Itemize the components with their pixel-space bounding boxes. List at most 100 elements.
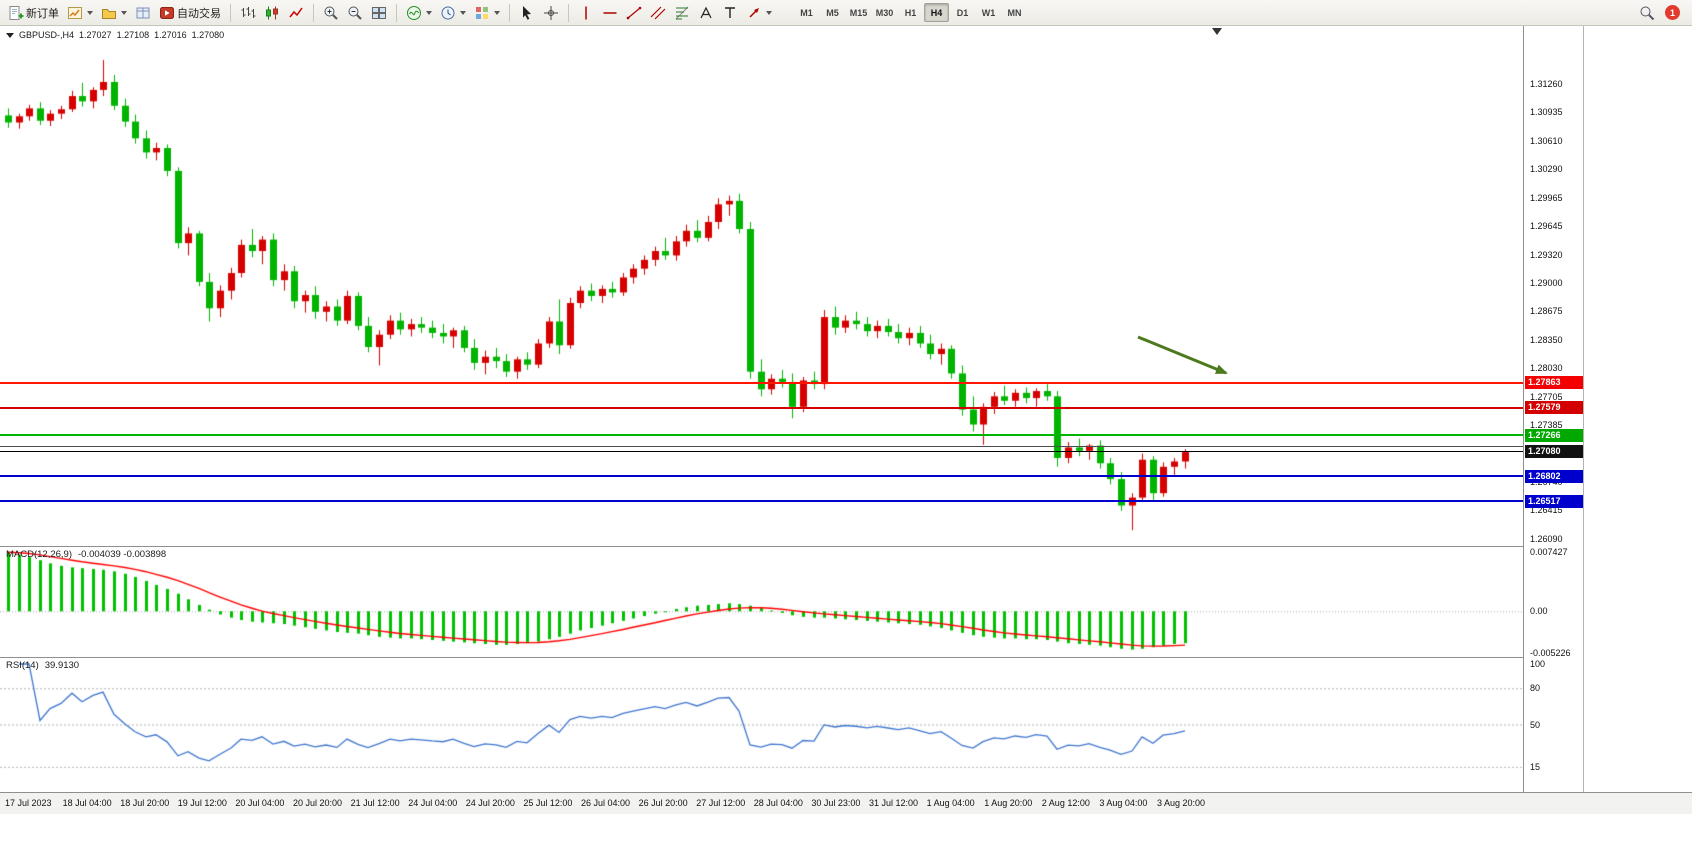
time-axis-label: 1 Aug 04:00: [926, 798, 975, 808]
rsi-axis-label: 80: [1530, 683, 1541, 694]
zoom-in-icon: [324, 6, 338, 20]
autotrading-label: 自动交易: [177, 7, 221, 20]
candlestick-canvas[interactable]: [0, 26, 1523, 546]
text-label-icon: [725, 6, 735, 18]
crosshair-button[interactable]: [539, 2, 563, 24]
price-level-line[interactable]: [0, 451, 1523, 453]
line-chart-icon: [289, 7, 303, 17]
data-window-button[interactable]: [131, 2, 155, 24]
price-level-line[interactable]: [0, 434, 1523, 437]
line-chart-button[interactable]: [284, 2, 308, 24]
time-axis-label: 28 Jul 04:00: [753, 798, 803, 808]
price-axis[interactable]: 1.31260 1.30935 1.30610 1.30290 1.29965 1.296…: [1523, 26, 1583, 792]
new-chart-button[interactable]: [63, 2, 97, 24]
macd-canvas[interactable]: [0, 547, 1523, 657]
rsi-value: 39.9130: [44, 660, 80, 671]
rsi-axis-label: 50: [1530, 719, 1541, 730]
dropdown-caret: [494, 10, 500, 15]
price-level-line[interactable]: [0, 475, 1523, 478]
quote-high: 1.27108: [116, 30, 150, 40]
horizontal-line-button[interactable]: [598, 2, 622, 24]
price-tag: 1.26517: [1525, 494, 1583, 508]
timeframe-m15-button[interactable]: M15: [849, 7, 868, 18]
timeframe-m1-button[interactable]: M1: [800, 7, 813, 18]
rsi-canvas[interactable]: [0, 658, 1523, 791]
autotrading-button[interactable]: 自动交易: [155, 2, 225, 24]
templates-button[interactable]: [470, 2, 504, 24]
profiles-icon: [102, 8, 116, 19]
search-button[interactable]: [1635, 2, 1659, 24]
macd-axis-label: 0.007427: [1530, 547, 1568, 557]
vertical-line-button[interactable]: [574, 2, 598, 24]
price-axis-label: 1.30935: [1530, 107, 1563, 118]
time-axis-label: 3 Aug 04:00: [1099, 798, 1148, 808]
price-level-line[interactable]: [0, 381, 1523, 384]
time-axis[interactable]: 17 Jul 2023 18 Jul 04:00 18 Jul 20:00 19 Ju…: [0, 792, 1692, 814]
price-axis-label: 1.28030: [1530, 363, 1563, 374]
time-axis-label: 20 Jul 04:00: [235, 798, 285, 808]
zoom-in-button[interactable]: [319, 2, 343, 24]
timeframe-group: M1 M5 M15 M30 H1 H4 D1 W1 MN: [794, 3, 1027, 22]
trendline-icon: [626, 6, 642, 19]
trendline-button[interactable]: [622, 2, 646, 24]
time-axis-label: 26 Jul 20:00: [638, 798, 688, 808]
bar-chart-icon: [241, 6, 256, 18]
chart-symbol-header: GBPUSD-,H4 1.27027 1.27108 1.27016 1.270…: [6, 30, 229, 40]
rsi-axis-label: 15: [1530, 761, 1541, 772]
channel-button[interactable]: [646, 2, 670, 24]
time-axis-label: 3 Aug 20:00: [1157, 798, 1206, 808]
time-axis-label: 30 Jul 23:00: [811, 798, 861, 808]
periods-button[interactable]: [436, 2, 470, 24]
price-axis-label: 1.29000: [1530, 277, 1563, 288]
text-label-button[interactable]: [718, 2, 742, 24]
tile-windows-button[interactable]: [367, 2, 391, 24]
timeframe-w1-button[interactable]: W1: [981, 7, 996, 18]
window-right-border: [1583, 26, 1584, 813]
quote-close: 1.27080: [191, 30, 225, 40]
horizontal-lines-layer: [0, 26, 1523, 546]
panel-divider[interactable]: [0, 546, 1583, 547]
data-window-icon: [136, 7, 150, 18]
quote-low: 1.27016: [154, 30, 187, 40]
symbol-label: GBPUSD-,H4: [19, 30, 75, 40]
candlestick-chart-button[interactable]: [260, 2, 284, 24]
new-order-button[interactable]: 新订单: [4, 2, 63, 24]
panel-divider[interactable]: [0, 657, 1583, 658]
arrows-icon: [749, 7, 759, 18]
timeframe-h4-button[interactable]: H4: [924, 3, 949, 22]
text-button[interactable]: [694, 2, 718, 24]
cursor-button[interactable]: [515, 2, 539, 24]
dropdown-caret: [121, 10, 127, 15]
channel-icon: [650, 6, 666, 19]
price-level-line[interactable]: [0, 500, 1523, 503]
bar-chart-button[interactable]: [236, 2, 260, 24]
price-axis-label: 1.29645: [1530, 220, 1563, 231]
timeframe-mn-button[interactable]: MN: [1007, 7, 1022, 18]
timeframe-m5-button[interactable]: M5: [826, 7, 839, 18]
macd-axis-label: -0.005226: [1530, 648, 1571, 658]
price-axis-label: 1.27705: [1530, 391, 1563, 402]
fibonacci-button[interactable]: [670, 2, 694, 24]
price-axis-label: 1.29320: [1530, 249, 1563, 260]
time-axis-label: 21 Jul 12:00: [350, 798, 400, 808]
autotrading-icon: [160, 6, 174, 19]
vertical-line-icon: [585, 6, 587, 19]
arrows-button[interactable]: [742, 2, 776, 24]
indicators-button[interactable]: [402, 2, 436, 24]
price-level-line[interactable]: [0, 446, 1523, 448]
timeframe-d1-button[interactable]: D1: [956, 7, 969, 18]
symbol-dropdown-icon[interactable]: [6, 32, 14, 38]
templates-icon: [476, 6, 488, 19]
price-level-line[interactable]: [0, 406, 1523, 409]
zoom-out-button[interactable]: [343, 2, 367, 24]
rsi-panel-title: RSI(14) 39.9130: [6, 660, 85, 671]
timeframe-m30-button[interactable]: M30: [875, 7, 894, 18]
notification-badge[interactable]: 1: [1665, 5, 1680, 20]
rsi-title: RSI(14): [6, 660, 39, 671]
crosshair-icon: [544, 5, 558, 20]
timeframe-h1-button[interactable]: H1: [904, 7, 917, 18]
price-tag: 1.27863: [1525, 376, 1583, 390]
profiles-button[interactable]: [97, 2, 131, 24]
chart-shift-marker[interactable]: [1212, 28, 1222, 35]
time-axis-label: 27 Jul 12:00: [696, 798, 746, 808]
